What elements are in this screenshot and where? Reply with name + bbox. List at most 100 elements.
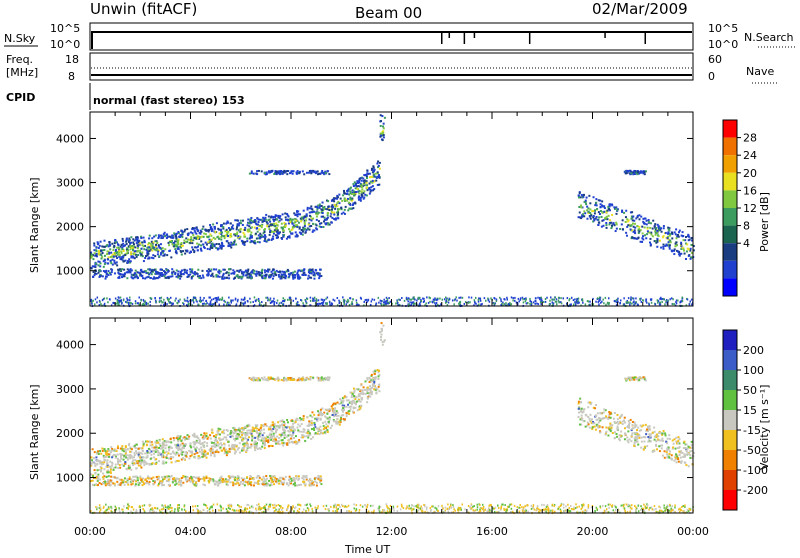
echo-cell (190, 231, 192, 233)
echo-cell (153, 269, 155, 271)
echo-cell (171, 268, 173, 270)
echo-cell (145, 270, 147, 272)
echo-cell (289, 442, 291, 444)
echo-cell (340, 198, 342, 200)
echo-cell (634, 231, 636, 233)
ground-scatter-cell (480, 298, 482, 300)
ground-scatter-cell (149, 301, 151, 303)
ground-scatter-cell (198, 304, 200, 306)
echo-cell (598, 211, 600, 213)
echo-cell (183, 445, 185, 447)
echo-cell (316, 206, 318, 208)
echo-cell (142, 241, 144, 243)
echo-cell (238, 447, 240, 449)
ground-scatter-cell (376, 302, 378, 304)
echo-cell (113, 467, 115, 469)
echo-cell (353, 190, 355, 192)
ground-scatter-cell (445, 300, 447, 302)
ground-scatter-cell (236, 303, 238, 305)
echo-cell (206, 270, 208, 272)
echo-cell (123, 459, 125, 461)
echo-cell (363, 182, 365, 184)
ground-scatter-cell (113, 302, 115, 304)
echo-cell (128, 239, 130, 241)
echo-cell (212, 245, 214, 247)
echo-cell (152, 246, 154, 248)
echo-cell (261, 270, 263, 272)
echo-cell (374, 373, 376, 375)
echo-cell (135, 270, 137, 272)
echo-cell (595, 415, 597, 417)
echo-cell (104, 240, 106, 242)
echo-cell (126, 271, 128, 273)
echo-cell (136, 256, 138, 258)
echo-cell (253, 173, 255, 175)
echo-cell (197, 249, 199, 251)
echo-cell (344, 418, 346, 420)
ground-scatter-cell (603, 302, 605, 304)
echo-cell (298, 172, 300, 174)
echo-cell (231, 448, 233, 450)
echo-cell (153, 456, 155, 458)
echo-cell (211, 445, 213, 447)
echo-cell (247, 224, 249, 226)
echo-cell (279, 217, 281, 219)
echo-cell (196, 441, 198, 443)
ground-scatter-cell (170, 297, 172, 299)
ground-scatter-cell (364, 301, 366, 303)
echo-cell (125, 457, 127, 459)
echo-cell (181, 242, 183, 244)
ground-scatter-cell (283, 300, 285, 302)
echo-cell (281, 238, 283, 240)
echo-cell (282, 213, 284, 215)
echo-cell (285, 225, 287, 227)
echo-cell (331, 212, 333, 214)
echo-cell (296, 210, 298, 212)
echo-cell (177, 270, 179, 272)
echo-cell (205, 233, 207, 235)
echo-cell (371, 387, 373, 389)
ground-scatter-cell (146, 303, 148, 305)
echo-cell (234, 432, 236, 434)
echo-cell (178, 455, 180, 457)
echo-cell (143, 260, 145, 262)
echo-cell (107, 459, 109, 461)
echo-cell (276, 270, 278, 272)
ground-scatter-cell (368, 299, 370, 301)
echo-cell (257, 241, 259, 243)
ground-scatter-cell (273, 303, 275, 305)
ground-scatter-cell (675, 301, 677, 303)
echo-cell (358, 192, 360, 194)
echo-cell (191, 246, 193, 248)
echo-cell (261, 446, 263, 448)
echo-cell (372, 383, 374, 385)
echo-cell (102, 473, 104, 475)
echo-cell (241, 276, 243, 278)
echo-cell (331, 217, 333, 219)
echo-cell (631, 237, 633, 239)
ground-scatter-cell (279, 302, 281, 304)
echo-cell (324, 415, 326, 417)
ground-scatter-cell (283, 297, 285, 299)
echo-cell (189, 455, 191, 457)
echo-cell (272, 216, 274, 218)
echo-cell (671, 454, 673, 456)
echo-cell (112, 249, 114, 251)
echo-cell (144, 241, 146, 243)
ground-scatter-cell (538, 303, 540, 305)
echo-cell (187, 239, 189, 241)
echo-cell (255, 233, 257, 235)
ground-scatter-cell (505, 302, 507, 304)
ground-scatter-cell (478, 304, 480, 306)
echo-cell (278, 221, 280, 223)
echo-cell (218, 270, 220, 272)
echo-cell (283, 170, 285, 172)
ground-scatter-cell (637, 303, 639, 305)
echo-cell (690, 450, 692, 452)
echo-cell (352, 202, 354, 204)
echo-cell (164, 275, 166, 277)
ground-scatter-cell (407, 300, 409, 302)
echo-cell (94, 272, 96, 274)
echo-cell (594, 426, 596, 428)
echo-cell (605, 431, 607, 433)
